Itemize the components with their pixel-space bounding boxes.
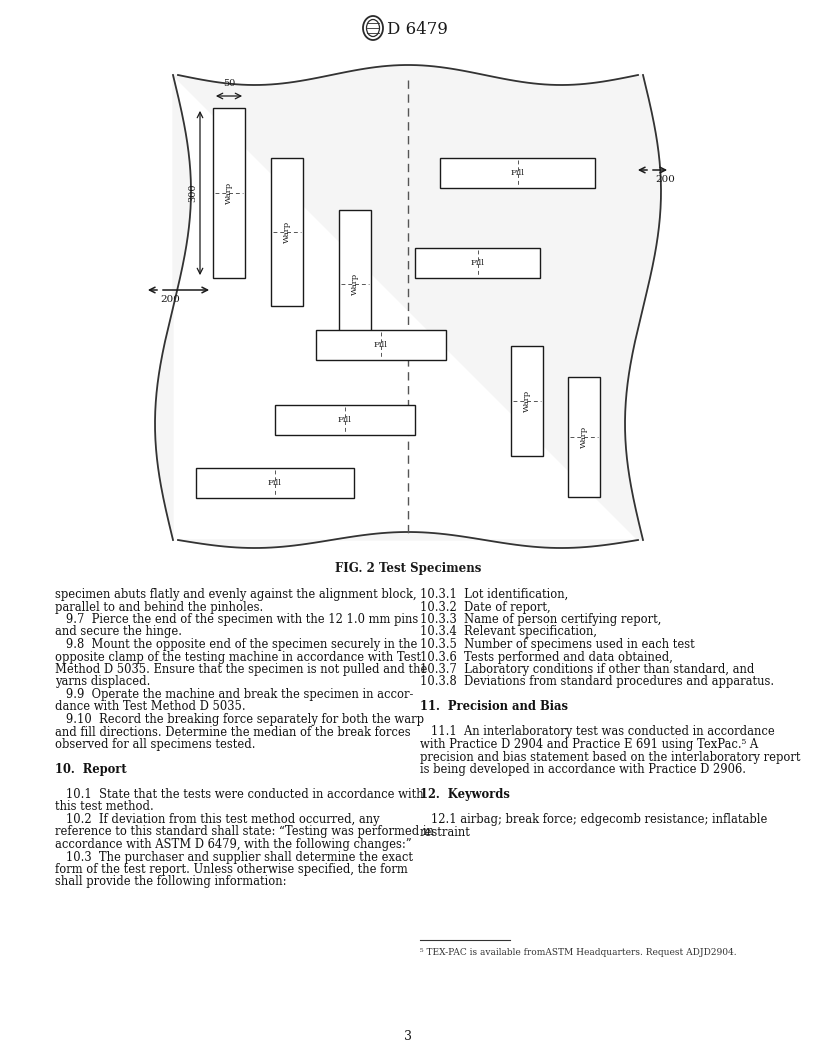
Text: Fill: Fill xyxy=(268,479,282,487)
Text: shall provide the following information:: shall provide the following information: xyxy=(55,875,286,888)
Text: 3: 3 xyxy=(404,1030,412,1043)
Text: 11.1  An interlaboratory test was conducted in accordance: 11.1 An interlaboratory test was conduct… xyxy=(420,725,774,738)
Text: 200: 200 xyxy=(655,175,675,184)
Text: Fill: Fill xyxy=(374,341,388,348)
Bar xyxy=(213,108,245,278)
Text: Warp: Warp xyxy=(351,272,359,295)
Text: ⁵ TEX-PAC is available fromASTM Headquarters. Request ADJD2904.: ⁵ TEX-PAC is available fromASTM Headquar… xyxy=(420,948,737,957)
Text: and secure the hinge.: and secure the hinge. xyxy=(55,625,182,639)
Text: this test method.: this test method. xyxy=(55,800,153,813)
Text: 200: 200 xyxy=(160,295,180,304)
Text: dance with Test Method D 5035.: dance with Test Method D 5035. xyxy=(55,700,246,714)
Text: 10.3.5  Number of specimens used in each test: 10.3.5 Number of specimens used in each … xyxy=(420,638,694,650)
Text: Fill: Fill xyxy=(511,169,525,177)
Bar xyxy=(316,329,446,360)
Text: 10.  Report: 10. Report xyxy=(55,763,126,776)
Text: 12.  Keywords: 12. Keywords xyxy=(420,788,510,802)
Text: FIG. 2 Test Specimens: FIG. 2 Test Specimens xyxy=(335,562,481,576)
Text: form of the test report. Unless otherwise specified, the form: form of the test report. Unless otherwis… xyxy=(55,863,408,876)
Text: Warp: Warp xyxy=(283,221,291,243)
Bar xyxy=(511,346,543,456)
Text: 10.3.8  Deviations from standard procedures and apparatus.: 10.3.8 Deviations from standard procedur… xyxy=(420,676,774,689)
Text: 50: 50 xyxy=(223,79,235,88)
Text: 11.  Precision and Bias: 11. Precision and Bias xyxy=(420,700,568,714)
Text: 10.3.7  Laboratory conditions if other than standard, and: 10.3.7 Laboratory conditions if other th… xyxy=(420,663,754,676)
Text: yarns displaced.: yarns displaced. xyxy=(55,676,150,689)
Bar xyxy=(440,158,595,188)
Text: 10.3.2  Date of report,: 10.3.2 Date of report, xyxy=(420,601,551,614)
Text: 9.8  Mount the opposite end of the specimen securely in the: 9.8 Mount the opposite end of the specim… xyxy=(55,638,417,650)
Text: 10.1  State that the tests were conducted in accordance with: 10.1 State that the tests were conducted… xyxy=(55,788,424,802)
Text: 10.3.4  Relevant specification,: 10.3.4 Relevant specification, xyxy=(420,625,597,639)
Text: Fill: Fill xyxy=(338,416,352,425)
Bar xyxy=(568,377,600,497)
Bar xyxy=(196,468,354,498)
Text: Warp: Warp xyxy=(225,182,233,204)
Text: Fill: Fill xyxy=(471,259,485,267)
Text: reference to this standard shall state: “Testing was performed in: reference to this standard shall state: … xyxy=(55,826,434,838)
Text: 9.7  Pierce the end of the specimen with the 12 1.0 mm pins: 9.7 Pierce the end of the specimen with … xyxy=(55,612,419,626)
Text: specimen abuts flatly and evenly against the alignment block,: specimen abuts flatly and evenly against… xyxy=(55,588,417,601)
Text: Method D 5035. Ensure that the specimen is not pulled and the: Method D 5035. Ensure that the specimen … xyxy=(55,663,428,676)
Text: observed for all specimens tested.: observed for all specimens tested. xyxy=(55,738,255,751)
Text: Warp: Warp xyxy=(580,426,588,448)
Text: 10.3.6  Tests performed and data obtained,: 10.3.6 Tests performed and data obtained… xyxy=(420,650,673,663)
Text: with Practice D 2904 and Practice E 691 using TexPac.⁵ A: with Practice D 2904 and Practice E 691 … xyxy=(420,738,758,751)
Text: accordance with ASTM D 6479, with the following changes:”: accordance with ASTM D 6479, with the fo… xyxy=(55,838,411,851)
Bar xyxy=(339,210,371,358)
Text: 12.1 airbag; break force; edgecomb resistance; inflatable: 12.1 airbag; break force; edgecomb resis… xyxy=(420,813,767,826)
Text: Warp: Warp xyxy=(523,390,531,412)
Bar xyxy=(415,248,540,278)
Polygon shape xyxy=(155,65,661,548)
Text: 9.10  Record the breaking force separately for both the warp: 9.10 Record the breaking force separatel… xyxy=(55,713,424,727)
Text: restraint: restraint xyxy=(420,826,471,838)
Bar xyxy=(275,406,415,435)
Text: is being developed in accordance with Practice D 2906.: is being developed in accordance with Pr… xyxy=(420,763,746,776)
Bar xyxy=(271,158,303,306)
Text: and fill directions. Determine the median of the break forces: and fill directions. Determine the media… xyxy=(55,725,410,738)
Text: precision and bias statement based on the interlaboratory report: precision and bias statement based on th… xyxy=(420,751,800,763)
Text: D 6479: D 6479 xyxy=(387,20,448,38)
Text: 10.2  If deviation from this test method occurred, any: 10.2 If deviation from this test method … xyxy=(55,813,379,826)
Text: opposite clamp of the testing machine in accordance with Test: opposite clamp of the testing machine in… xyxy=(55,650,421,663)
Text: 9.9  Operate the machine and break the specimen in accor-: 9.9 Operate the machine and break the sp… xyxy=(55,689,414,701)
Text: parallel to and behind the pinholes.: parallel to and behind the pinholes. xyxy=(55,601,264,614)
Text: 300: 300 xyxy=(188,184,197,203)
Text: 10.3  The purchaser and supplier shall determine the exact: 10.3 The purchaser and supplier shall de… xyxy=(55,850,413,864)
Text: 10.3.3  Name of person certifying report,: 10.3.3 Name of person certifying report, xyxy=(420,612,662,626)
Text: 10.3.1  Lot identification,: 10.3.1 Lot identification, xyxy=(420,588,568,601)
